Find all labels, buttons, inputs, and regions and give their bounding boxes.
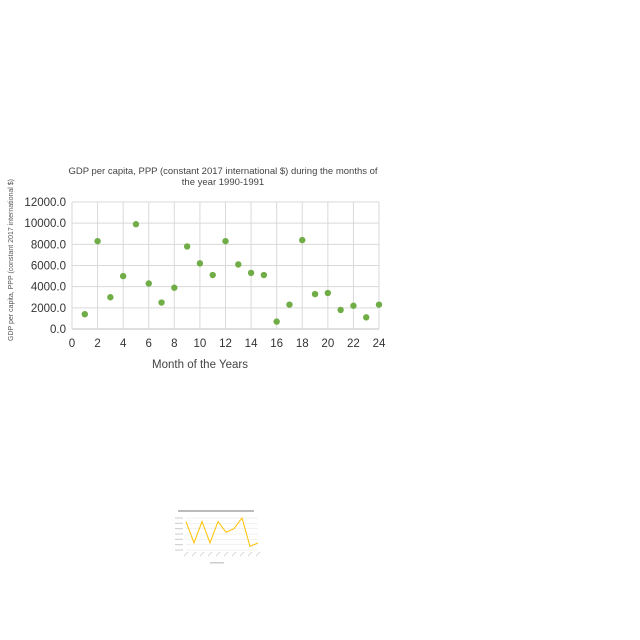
thumbnail-x-tick: [239, 551, 245, 557]
y-tick-label: 12000.0: [24, 197, 66, 209]
x-tick-label: 12: [219, 338, 232, 350]
y-tick-label: 0.0: [50, 324, 66, 336]
data-point: [299, 236, 306, 244]
data-point: [132, 221, 140, 228]
data-point: [273, 318, 280, 325]
thumbnail-y-tick: [175, 533, 183, 535]
data-point: [324, 289, 332, 297]
data-point: [145, 280, 152, 287]
data-point: [183, 243, 191, 250]
thumbnail-x-tick: [231, 551, 237, 557]
data-point: [260, 271, 268, 279]
data-point: [209, 271, 216, 279]
thumbnail-x-tick: [247, 551, 253, 557]
data-point: [171, 284, 178, 291]
y-tick-label: 6000.0: [31, 261, 66, 273]
thumbnail-y-tick: [175, 528, 183, 530]
data-point: [107, 294, 114, 301]
x-tick-label: 4: [120, 338, 127, 350]
tick-layer: 0.0 2000.0 4000.0 6000.0 8000.0 10000.0 12000.…: [24, 197, 386, 350]
x-tick-label: 0: [69, 338, 75, 350]
data-point: [94, 237, 101, 245]
data-point: [363, 314, 370, 321]
y-tick-label: 10000.0: [24, 218, 66, 230]
data-point: [375, 301, 383, 308]
x-tick-label: 24: [373, 338, 386, 350]
thumbnail-line-chart: [175, 510, 261, 564]
x-tick-label: 8: [171, 338, 177, 350]
chart-title-line-2: the year 1990-1991: [182, 177, 264, 188]
data-point: [350, 302, 357, 309]
thumbnail-x-tick: [183, 551, 189, 557]
chart-title-line-1: GDP per capita, PPP (constant 2017 inter…: [68, 166, 377, 177]
thumbnail-x-tick: [223, 551, 229, 557]
thumbnail-grid: [175, 517, 258, 551]
y-tick-label: 2000.0: [31, 303, 66, 315]
x-tick-label: 6: [146, 338, 152, 350]
x-tick-label: 10: [194, 338, 207, 350]
x-tick-label: 14: [245, 338, 258, 350]
x-tick-label: 18: [296, 338, 309, 350]
y-axis-label: GDP per capita, PPP (constant 2017 inter…: [8, 179, 15, 341]
thumbnail-tick-marks: [183, 551, 261, 557]
data-point: [247, 269, 255, 277]
thumbnail-y-tick: [175, 522, 183, 524]
thumbnail-y-tick: [175, 517, 183, 519]
y-tick-label: 4000.0: [31, 282, 66, 294]
thumbnail-y-tick: [175, 538, 183, 540]
thumbnail-x-label-bar: [210, 562, 224, 564]
data-point: [311, 290, 319, 298]
data-point: [119, 272, 127, 280]
x-tick-label: 16: [270, 338, 283, 350]
thumbnail-x-tick: [255, 551, 261, 557]
data-point: [158, 299, 165, 306]
data-point: [222, 237, 229, 245]
data-point: [286, 301, 293, 308]
data-point: [337, 306, 344, 314]
point-layer: [81, 221, 383, 325]
data-point: [196, 260, 204, 267]
x-axis-label: Month of the Years: [152, 359, 248, 371]
data-point: [235, 261, 242, 268]
x-tick-label: 20: [321, 338, 334, 350]
thumbnail-x-tick: [207, 551, 213, 557]
thumbnail-x-tick: [191, 551, 197, 557]
y-tick-label: 8000.0: [31, 239, 66, 251]
x-tick-label: 2: [94, 338, 100, 350]
thumbnail-title-bar: [178, 510, 254, 512]
thumbnail-x-tick: [215, 551, 221, 557]
x-tick-label: 22: [347, 338, 360, 350]
thumbnail-x-tick: [199, 551, 205, 557]
thumbnail-y-tick: [175, 544, 183, 546]
thumbnail-series-line: [185, 516, 259, 548]
data-point: [81, 310, 88, 318]
grid-layer: [71, 201, 380, 330]
thumbnail-y-tick: [175, 549, 183, 551]
